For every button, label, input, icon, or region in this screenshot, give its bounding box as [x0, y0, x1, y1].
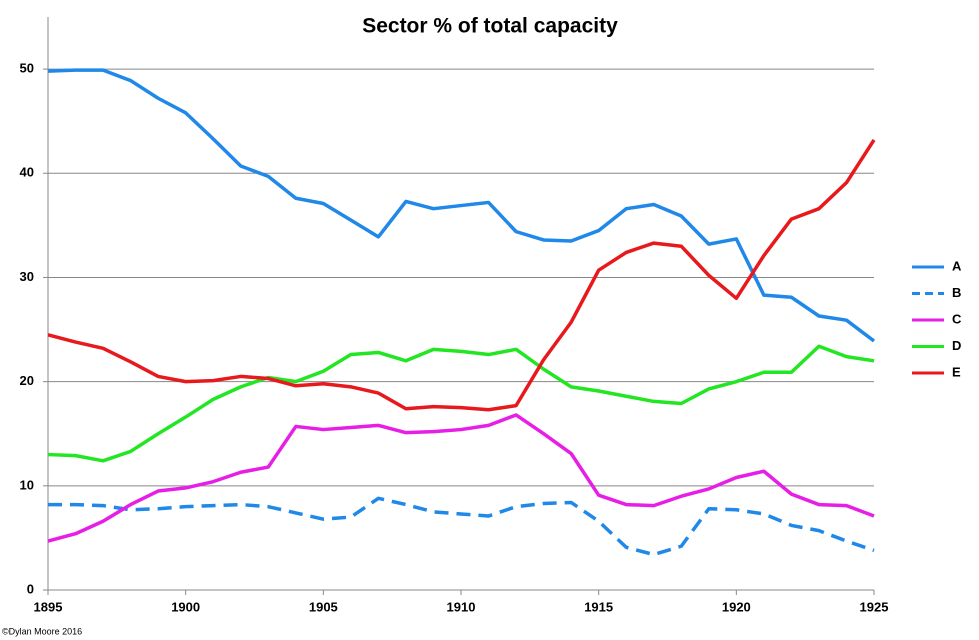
series-line — [48, 496, 875, 557]
y-tick-label: 30 — [20, 269, 34, 284]
chart-title: Sector % of total capacity — [362, 15, 618, 38]
legend-label: C — [952, 311, 962, 326]
series-line — [47, 344, 875, 463]
legend-label: D — [952, 338, 961, 353]
y-tick-label: 10 — [20, 477, 34, 492]
series-line — [47, 68, 876, 343]
x-tick-label: 1900 — [171, 599, 200, 614]
legend-label: E — [952, 364, 961, 379]
series-line — [47, 138, 876, 412]
y-tick-label: 40 — [20, 165, 34, 180]
x-tick-label: 1915 — [584, 599, 613, 614]
copyright-note: ©Dylan Moore 2016 — [2, 626, 82, 636]
x-tick-label: 1905 — [309, 599, 338, 614]
x-tick-label: 1925 — [860, 599, 889, 614]
y-tick-label: 0 — [27, 581, 34, 596]
x-tick-label: 1910 — [447, 599, 476, 614]
legend-label: B — [952, 285, 961, 300]
legend-label: A — [952, 258, 962, 273]
x-tick-label: 1920 — [722, 599, 751, 614]
y-tick-label: 50 — [20, 61, 34, 76]
x-tick-label: 1895 — [34, 599, 63, 614]
series-line — [47, 413, 875, 543]
y-tick-label: 20 — [20, 373, 34, 388]
